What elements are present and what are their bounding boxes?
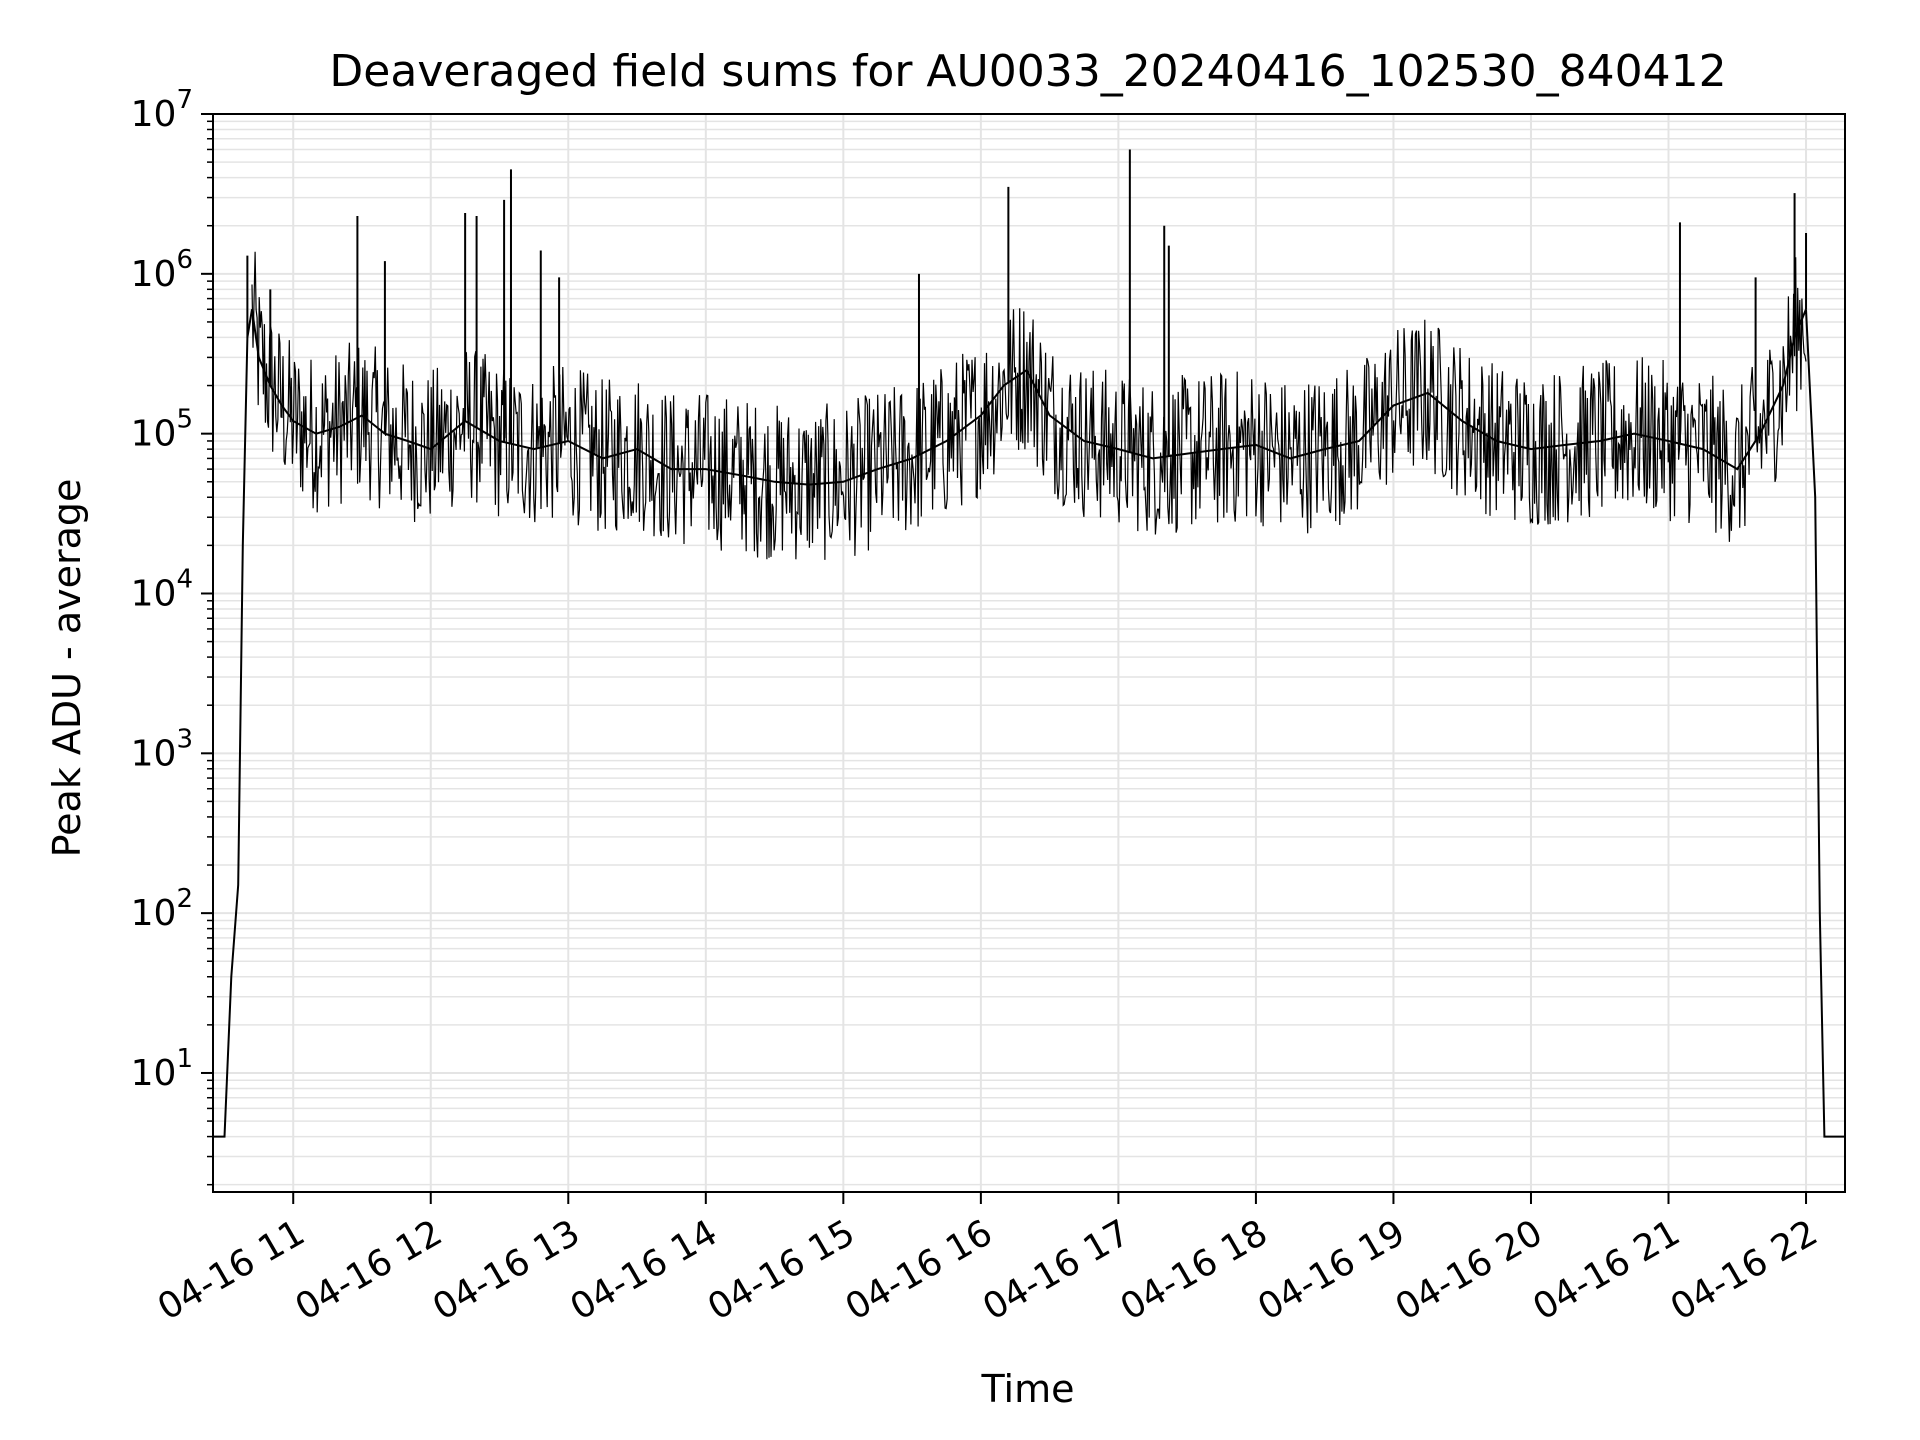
x-tick-label: 04-16 18 [1114, 1212, 1275, 1328]
plot-frame [212, 113, 1846, 1193]
x-tick-label: 04-16 11 [151, 1212, 312, 1328]
y-tick-label: 106 [131, 245, 193, 295]
x-tick-label: 04-16 21 [1526, 1212, 1687, 1328]
x-tick-label: 04-16 20 [1389, 1212, 1550, 1328]
grid [213, 114, 1845, 1192]
y-tick-label: 103 [131, 724, 193, 774]
y-tick-label: 107 [131, 85, 193, 135]
x-tick-label: 04-16 14 [564, 1212, 725, 1328]
x-tick-label: 04-16 15 [701, 1212, 862, 1328]
x-tick-label: 04-16 12 [289, 1212, 450, 1328]
x-tick-label: 04-16 13 [426, 1212, 587, 1328]
x-axis-label: Time [981, 1367, 1075, 1411]
x-tick-label: 04-16 19 [1251, 1212, 1412, 1328]
chart-title: Deaveraged field sums for AU0033_2024041… [329, 46, 1726, 97]
y-axis: 101 102 103 104 105 106 107 [131, 85, 213, 1186]
x-tick-label: 04-16 17 [976, 1212, 1137, 1328]
y-tick-label: 105 [131, 405, 193, 455]
y-tick-label: 102 [131, 884, 193, 934]
x-tick-label: 04-16 22 [1664, 1212, 1825, 1328]
y-tick-label: 104 [131, 564, 193, 614]
y-axis-label: Peak ADU - average [45, 479, 89, 858]
y-tick-label: 101 [131, 1044, 193, 1094]
x-tick-label: 04-16 16 [839, 1212, 1000, 1328]
plot-area [213, 149, 1845, 1138]
